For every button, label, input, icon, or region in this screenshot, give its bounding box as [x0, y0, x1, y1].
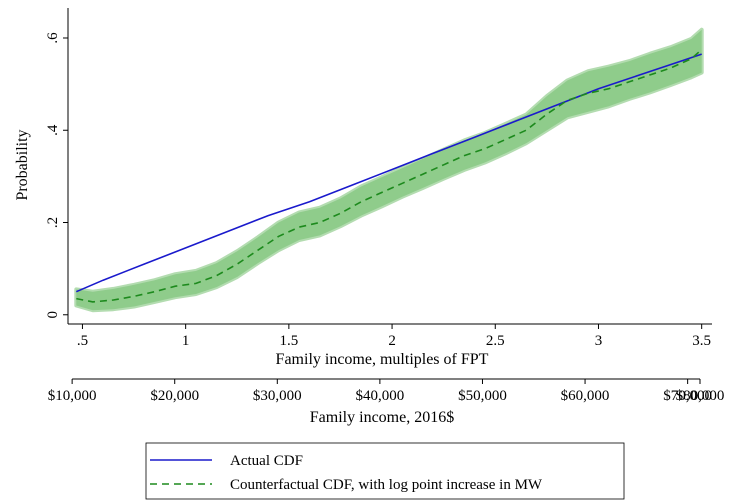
x2-tick-label: $70,000 [663, 388, 712, 404]
actual-cdf-line [75, 53, 702, 293]
x-axis-title: Family income, multiples of FPT [276, 351, 489, 368]
legend-box [145, 442, 625, 500]
y-tick-label: .6 [45, 32, 61, 44]
x2-axis-title: Family income, 2016$ [310, 409, 454, 426]
y-tick-label: 0 [45, 311, 61, 319]
x-tick-label: 1.5 [279, 333, 298, 349]
axes: 0 .2 .4 .6 .5 1 1.5 2 2.5 3 3.5 $10,000 $20,000 $30… [45, 8, 724, 404]
x-tick-label: 2 [388, 333, 396, 349]
x-tick-label: 2.5 [486, 333, 505, 349]
x2-tick-label: $60,000 [561, 388, 610, 404]
x-tick-label: 1 [182, 333, 190, 349]
legend: Actual CDF Counterfactual CDF, with log … [145, 442, 625, 500]
x2-tick-label: $10,000 [48, 388, 97, 404]
counterfactual-cdf-line [76, 48, 703, 303]
x2-ticks: $10,000 $20,000 $30,000 $40,000 $50,000 $60,0… [48, 379, 725, 404]
y-axis-title: Probability [14, 129, 31, 200]
x2-tick-label: $40,000 [356, 388, 405, 404]
x2-tick-label: $80,000 [676, 388, 725, 404]
legend-label-actual: Actual CDF [230, 453, 303, 469]
confidence-band-layer [74, 27, 704, 313]
y-ticks: 0 .2 .4 .6 [45, 32, 68, 319]
x2-tick-label: $20,000 [150, 388, 199, 404]
confidence-band [76, 29, 702, 311]
series-line-layer [75, 48, 703, 303]
x2-tick-label: $30,000 [253, 388, 302, 404]
x-tick-label: 3.5 [692, 333, 711, 349]
x2-tick-label: $50,000 [458, 388, 507, 404]
x-tick-label: .5 [77, 333, 88, 349]
y-tick-label: .4 [45, 124, 61, 136]
x-ticks: .5 1 1.5 2 2.5 3 3.5 [77, 324, 711, 349]
x-tick-label: 3 [595, 333, 603, 349]
legend-label-counterfactual: Counterfactual CDF, with log point incre… [230, 477, 543, 493]
y-tick-label: .2 [45, 217, 61, 228]
